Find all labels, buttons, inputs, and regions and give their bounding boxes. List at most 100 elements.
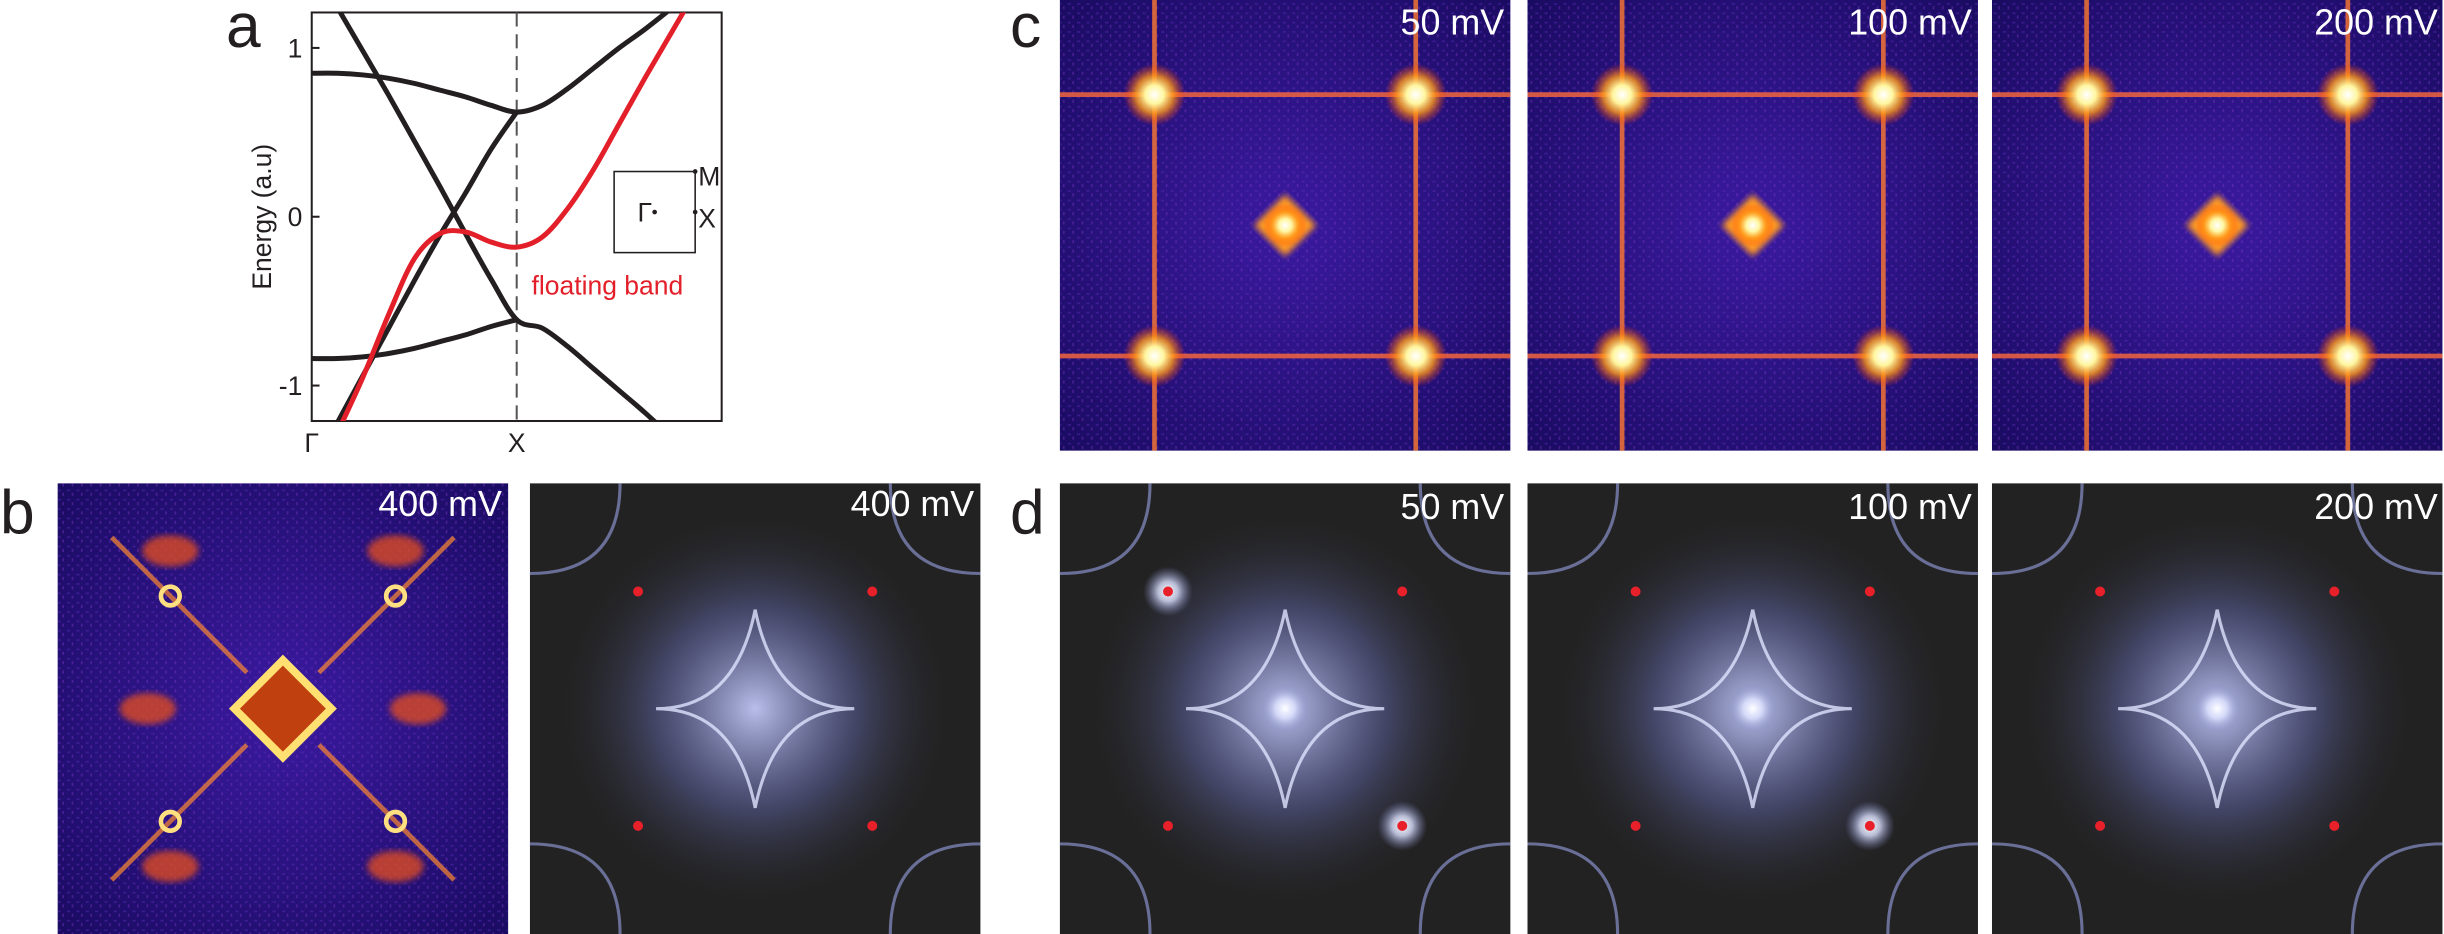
inset-label: X <box>698 204 716 234</box>
streak <box>110 535 249 675</box>
voltage-label: 200 mV <box>2314 487 2438 527</box>
red-dot <box>1864 820 1875 831</box>
stm-image <box>1991 0 2443 451</box>
contour <box>1059 483 1152 576</box>
bright-spot <box>2316 63 2380 126</box>
red-dot <box>2095 820 2106 831</box>
bright-spot <box>1123 63 1186 126</box>
voltage-label: 50 mV <box>1401 2 1505 42</box>
sim-image <box>1059 483 1511 934</box>
y-tick-label: 0 <box>288 202 303 232</box>
bz-dot <box>692 169 698 174</box>
red-dot <box>2329 820 2340 831</box>
contour <box>888 483 981 576</box>
stm-image <box>1059 0 1511 451</box>
center-spot <box>2195 203 2240 248</box>
sim-image <box>529 483 981 934</box>
voltage-label: 400 mV <box>378 484 502 524</box>
sim-image <box>1527 483 1978 934</box>
sim-image <box>1991 483 2443 934</box>
band-lines <box>311 12 687 422</box>
band-line <box>337 12 658 422</box>
contour <box>529 842 622 934</box>
bright-spot <box>2192 683 2243 734</box>
glow <box>552 505 958 912</box>
bright-spot <box>1727 683 1778 734</box>
voltage-label: 200 mV <box>2314 2 2438 42</box>
inset-label: M <box>698 162 720 192</box>
contour <box>888 842 981 934</box>
contour <box>2350 483 2443 576</box>
bz-dot <box>652 209 657 215</box>
red-dot <box>1163 586 1173 597</box>
ring <box>158 809 182 834</box>
voltage-label: 100 mV <box>1848 2 1972 42</box>
bright-spot <box>2055 63 2118 126</box>
red-dot <box>867 586 878 597</box>
contour <box>1653 609 1852 809</box>
x-tick-label: Γ <box>304 428 319 458</box>
blob <box>119 693 176 725</box>
red-dot <box>1630 586 1641 597</box>
red-dot <box>1864 586 1875 597</box>
contour <box>1418 842 1511 934</box>
bright-spot <box>1123 324 1186 388</box>
center-spot <box>1263 203 1307 248</box>
red-dot <box>2329 586 2340 597</box>
contour <box>2350 842 2443 934</box>
bright-spot <box>1590 63 1654 126</box>
bright-spot <box>1384 324 1447 388</box>
ring <box>383 809 408 834</box>
annotation: floating band <box>532 271 684 301</box>
blob <box>367 535 424 567</box>
stm-image <box>57 483 509 934</box>
contour <box>1991 842 2084 934</box>
contour <box>1527 842 1620 934</box>
bright-spot <box>1384 63 1447 126</box>
bright-spot <box>1852 324 1915 388</box>
y-tick-label: 1 <box>288 33 303 63</box>
band-line <box>335 110 519 422</box>
band-line <box>340 12 687 422</box>
blob <box>142 850 199 882</box>
bright-spot <box>1590 324 1654 388</box>
panel-letter: b <box>0 478 35 547</box>
y-axis-label: Energy (a.u) <box>247 144 277 290</box>
x-tick-label: X <box>508 428 526 458</box>
contour <box>1059 842 1152 934</box>
contour <box>1418 483 1511 576</box>
y-tick-label: -1 <box>279 371 303 401</box>
contour <box>1886 842 1978 934</box>
bright-spot <box>1260 683 1311 734</box>
red-dot <box>633 820 644 831</box>
stm-image <box>1527 0 1978 451</box>
red-dot <box>633 586 644 597</box>
contour <box>529 483 622 576</box>
voltage-label: 50 mV <box>1401 487 1505 527</box>
panel-letter: a <box>226 0 261 61</box>
streak <box>317 535 456 675</box>
contour <box>656 609 855 809</box>
panel-letter: c <box>1010 0 1041 61</box>
blob <box>367 850 424 882</box>
red-dot <box>867 820 878 831</box>
bright-spot <box>1852 63 1915 126</box>
ring <box>383 584 408 608</box>
red-dot <box>1630 820 1641 831</box>
center-spot <box>1730 203 1775 248</box>
blob <box>142 535 199 567</box>
band-line <box>311 317 518 362</box>
inset-label: Γ <box>637 197 652 227</box>
bright-spot <box>2055 324 2118 388</box>
red-dot <box>1163 820 1173 831</box>
panel-letter: d <box>1010 478 1045 547</box>
center-diamond <box>228 654 337 763</box>
voltage-label: 400 mV <box>851 484 975 524</box>
voltage-label: 100 mV <box>1848 487 1972 527</box>
band-line <box>311 12 671 115</box>
ring <box>158 584 182 608</box>
contour <box>2118 609 2317 809</box>
contour <box>1991 483 2084 576</box>
bz-dot <box>692 209 698 215</box>
